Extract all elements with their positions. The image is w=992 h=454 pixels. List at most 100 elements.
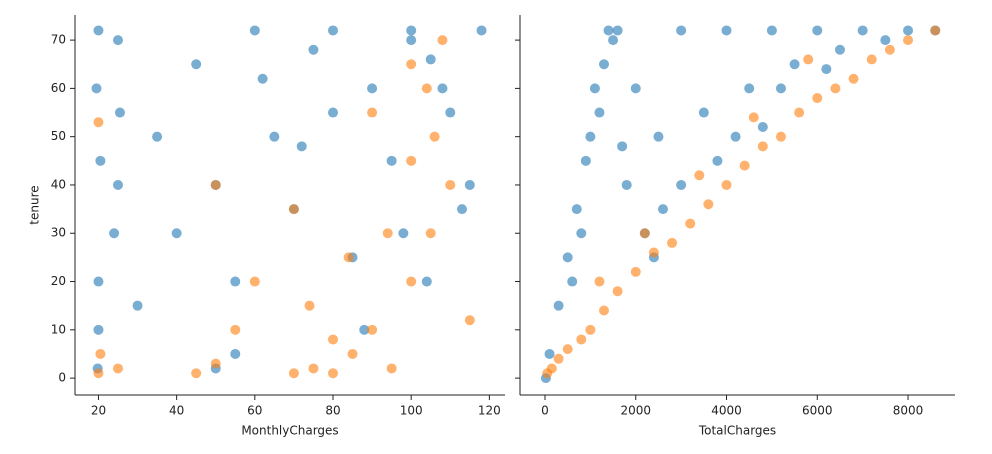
point: [445, 179, 456, 190]
point: [676, 179, 687, 190]
point: [857, 25, 868, 36]
point: [775, 131, 786, 142]
point: [930, 25, 941, 36]
point: [210, 358, 221, 369]
x-tick-label: 20: [91, 404, 106, 418]
x-tick-label: 100: [400, 404, 423, 418]
point: [821, 64, 832, 75]
point: [721, 179, 732, 190]
point: [210, 179, 221, 190]
point: [544, 348, 555, 359]
point: [230, 324, 241, 335]
point: [748, 112, 759, 123]
point: [812, 93, 823, 104]
point: [191, 368, 202, 379]
point: [794, 107, 805, 118]
point: [406, 276, 417, 287]
point: [113, 35, 123, 46]
point: [703, 199, 714, 210]
point: [730, 131, 741, 142]
point: [585, 131, 596, 142]
point: [580, 155, 591, 166]
point: [421, 276, 432, 287]
point: [406, 35, 417, 46]
point: [576, 334, 587, 345]
point: [739, 160, 750, 171]
point: [612, 286, 623, 297]
y-tick-label: 50: [51, 129, 66, 143]
x-axis-label: MonthlyCharges: [241, 424, 338, 438]
point: [464, 179, 475, 190]
y-tick-label: 40: [51, 177, 66, 191]
point: [585, 324, 596, 335]
point: [884, 44, 895, 55]
point: [789, 59, 800, 70]
point: [553, 353, 564, 364]
point: [152, 131, 163, 142]
y-tick-label: 0: [58, 371, 66, 385]
point: [367, 83, 378, 94]
point: [694, 170, 705, 181]
point: [230, 276, 241, 287]
x-tick-label: 2000: [620, 404, 651, 418]
point: [648, 247, 659, 258]
point: [113, 179, 123, 190]
point: [406, 59, 417, 70]
point: [712, 155, 723, 166]
point: [562, 344, 573, 355]
point: [630, 266, 641, 277]
point: [685, 218, 696, 229]
point: [598, 305, 609, 316]
point: [304, 300, 315, 311]
point: [667, 237, 678, 248]
point: [171, 228, 182, 239]
point: [328, 107, 338, 118]
point: [598, 59, 609, 70]
point: [437, 35, 448, 46]
point: [257, 73, 268, 84]
point: [95, 155, 106, 166]
x-tick-label: 60: [247, 404, 262, 418]
point: [406, 25, 417, 36]
point: [230, 348, 241, 359]
point: [903, 35, 914, 46]
point: [621, 179, 632, 190]
x-tick-label: 80: [325, 404, 340, 418]
point: [93, 117, 104, 128]
point: [114, 107, 125, 118]
point: [328, 368, 338, 379]
point: [612, 25, 623, 36]
point: [269, 131, 280, 142]
point: [93, 276, 104, 287]
x-tick-label: 8000: [893, 404, 924, 418]
point: [766, 25, 777, 36]
y-tick-label: 60: [51, 81, 66, 95]
point: [803, 54, 814, 65]
point: [249, 276, 260, 287]
point: [445, 107, 456, 118]
point: [676, 25, 687, 36]
x-axis-label: TotalCharges: [698, 424, 776, 438]
point: [191, 59, 202, 70]
point: [589, 83, 600, 94]
point: [425, 54, 436, 65]
point: [382, 228, 393, 239]
point: [296, 141, 307, 152]
y-axis-label: tenure: [28, 185, 42, 224]
point: [721, 25, 732, 36]
point: [594, 276, 605, 287]
point: [457, 204, 467, 215]
point: [630, 83, 641, 94]
point: [553, 300, 564, 311]
point: [93, 368, 104, 379]
point: [546, 363, 557, 374]
point: [95, 348, 106, 359]
point: [347, 348, 358, 359]
point: [308, 44, 319, 55]
point: [343, 252, 354, 263]
x-tick-label: 120: [478, 404, 501, 418]
point: [328, 334, 338, 345]
point: [576, 228, 587, 239]
point: [109, 228, 120, 239]
